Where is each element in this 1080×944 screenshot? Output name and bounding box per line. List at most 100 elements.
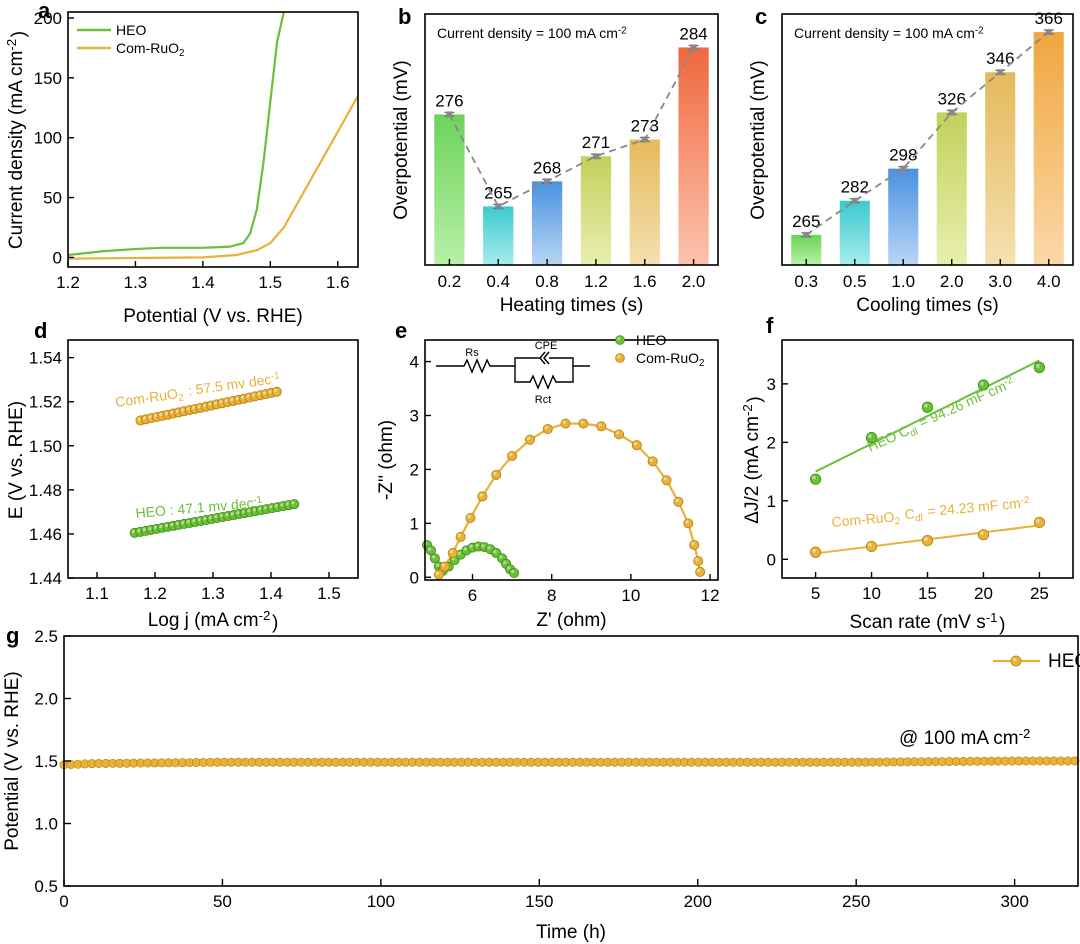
y-axis-label: Potential (V vs. RHE) [2,671,23,851]
y-axis-label: Current density (mA cm-2 ) [4,31,30,249]
x-tick-label: 1.5 [259,273,283,292]
data-point-highlight [235,396,239,401]
data-point-highlight [219,400,223,404]
data-point-highlight [197,517,201,522]
panel-label: d [34,318,47,343]
data-point [447,548,458,559]
data-point-highlight [812,475,816,480]
x-tick-label: 0.8 [535,272,559,291]
x-tick-label: 5 [811,584,820,603]
data-point-highlight [202,403,207,407]
data-point [507,450,518,461]
data-point-highlight [186,407,190,411]
data-point [683,518,694,529]
data-point [921,401,934,413]
circuit-label-rs: Rs [465,347,479,359]
panel-a: a 1.2 1.3 1.4 1.5 1.6 0 50 100 150 200 Potential (V… [4,0,359,327]
fit-line [815,359,1040,473]
y-tick-label: 1.48 [29,481,62,500]
legend-marker-highlight [617,337,621,341]
data-point-highlight [159,524,163,529]
data-point-highlight [208,402,212,406]
x-tick-label: 1.6 [326,273,350,292]
data-point-highlight [268,389,272,394]
data-point [1033,516,1046,529]
data-point-highlight [192,518,196,523]
data-point-highlight [153,414,158,418]
data-point-highlight [170,410,174,414]
data-point-highlight [812,548,816,553]
data-point-highlight [257,392,261,396]
x-tick-label: 1.2 [143,584,167,603]
trend-marker [690,44,697,51]
y-tick-label: 150 [34,69,62,88]
data-point [809,546,822,558]
x-tick-label: 1.3 [201,584,225,603]
data-point-highlight [924,537,928,541]
data-label: 276 [435,91,463,110]
series-line-heo [68,12,285,257]
trend-marker [446,111,453,118]
data-point-highlight [142,416,147,420]
data-label: 284 [679,24,707,43]
data-point [693,556,704,567]
x-axis-label: Cooling times (s) [856,295,999,316]
data-point [509,567,520,578]
data-point-highlight [285,502,289,506]
bar [888,168,919,265]
data-point-highlight [258,507,262,511]
panel-label: a [38,0,51,23]
x-axis-label: Log j (mA cm-2 ) [148,608,279,634]
data-point [271,386,282,397]
y-tick-label: 1.5 [34,752,58,771]
data-point [455,531,466,542]
legend-marker [1010,655,1022,667]
data-point-highlight [509,452,513,457]
data-point-highlight [469,544,473,548]
data-point [977,529,990,541]
data-point-highlight [280,503,284,507]
panel-label: e [395,318,407,343]
x-axis-label: Potential (V vs. RHE) [123,306,303,327]
data-point-highlight [697,568,701,573]
plot-area [781,13,1074,266]
data-point-highlight [526,436,531,441]
y-axis-label: Overpotential (mV) [748,60,769,219]
data-point [491,469,502,480]
data-point-highlight [262,391,267,395]
trend-marker [948,109,955,116]
x-tick-label: 1.0 [891,272,915,291]
data-point-highlight [273,388,278,393]
data-point [578,418,589,429]
data-point [433,569,444,580]
data-point-highlight [544,425,548,430]
legend-marker [615,335,625,345]
x-tick-label: 2.0 [682,272,706,291]
data-point [429,553,440,564]
data-point-highlight [580,420,584,424]
x-tick-label: 12 [701,586,720,605]
data-point-highlight [214,515,218,519]
data-point-highlight [649,458,653,462]
x-tick-label: 4.0 [1037,272,1061,291]
data-point-highlight [499,555,503,559]
x-tick-label: 1.6 [633,272,657,291]
x-tick-label: 1.4 [259,584,283,603]
fit-curve [438,422,702,576]
plot-area-e [424,339,719,581]
y-tick-label: 0 [767,550,776,569]
data-point-highlight [980,381,984,386]
data-label: 265 [484,183,512,202]
y-tick-label: 3 [767,375,776,394]
data-point [865,540,878,553]
data-label: 346 [986,49,1014,68]
x-tick-label: 300 [1000,892,1028,911]
data-point [695,566,706,577]
data-point [689,539,700,550]
x-tick-label: 150 [525,892,553,911]
x-axis-label: Heating times (s) [500,295,644,316]
trend-marker [495,203,502,210]
y-tick-label: 1.44 [29,569,62,588]
